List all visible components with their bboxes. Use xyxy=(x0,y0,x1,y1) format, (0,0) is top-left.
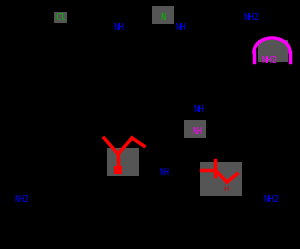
Text: NH: NH xyxy=(193,105,204,114)
Bar xyxy=(184,120,206,138)
Bar xyxy=(200,162,242,196)
Bar xyxy=(114,166,122,174)
Text: NH2: NH2 xyxy=(243,13,259,22)
Text: Cl: Cl xyxy=(55,13,66,22)
Bar xyxy=(152,6,174,24)
Text: NH2: NH2 xyxy=(261,56,277,65)
Bar xyxy=(258,40,288,62)
Bar xyxy=(107,148,139,176)
Text: NH2: NH2 xyxy=(14,195,29,204)
Text: NH: NH xyxy=(113,23,124,32)
Text: H: H xyxy=(224,186,229,192)
Text: N: N xyxy=(160,13,165,22)
Text: NH: NH xyxy=(159,168,169,177)
Text: NH: NH xyxy=(175,23,186,32)
Text: NH2: NH2 xyxy=(263,195,279,204)
Text: NH: NH xyxy=(192,127,202,136)
